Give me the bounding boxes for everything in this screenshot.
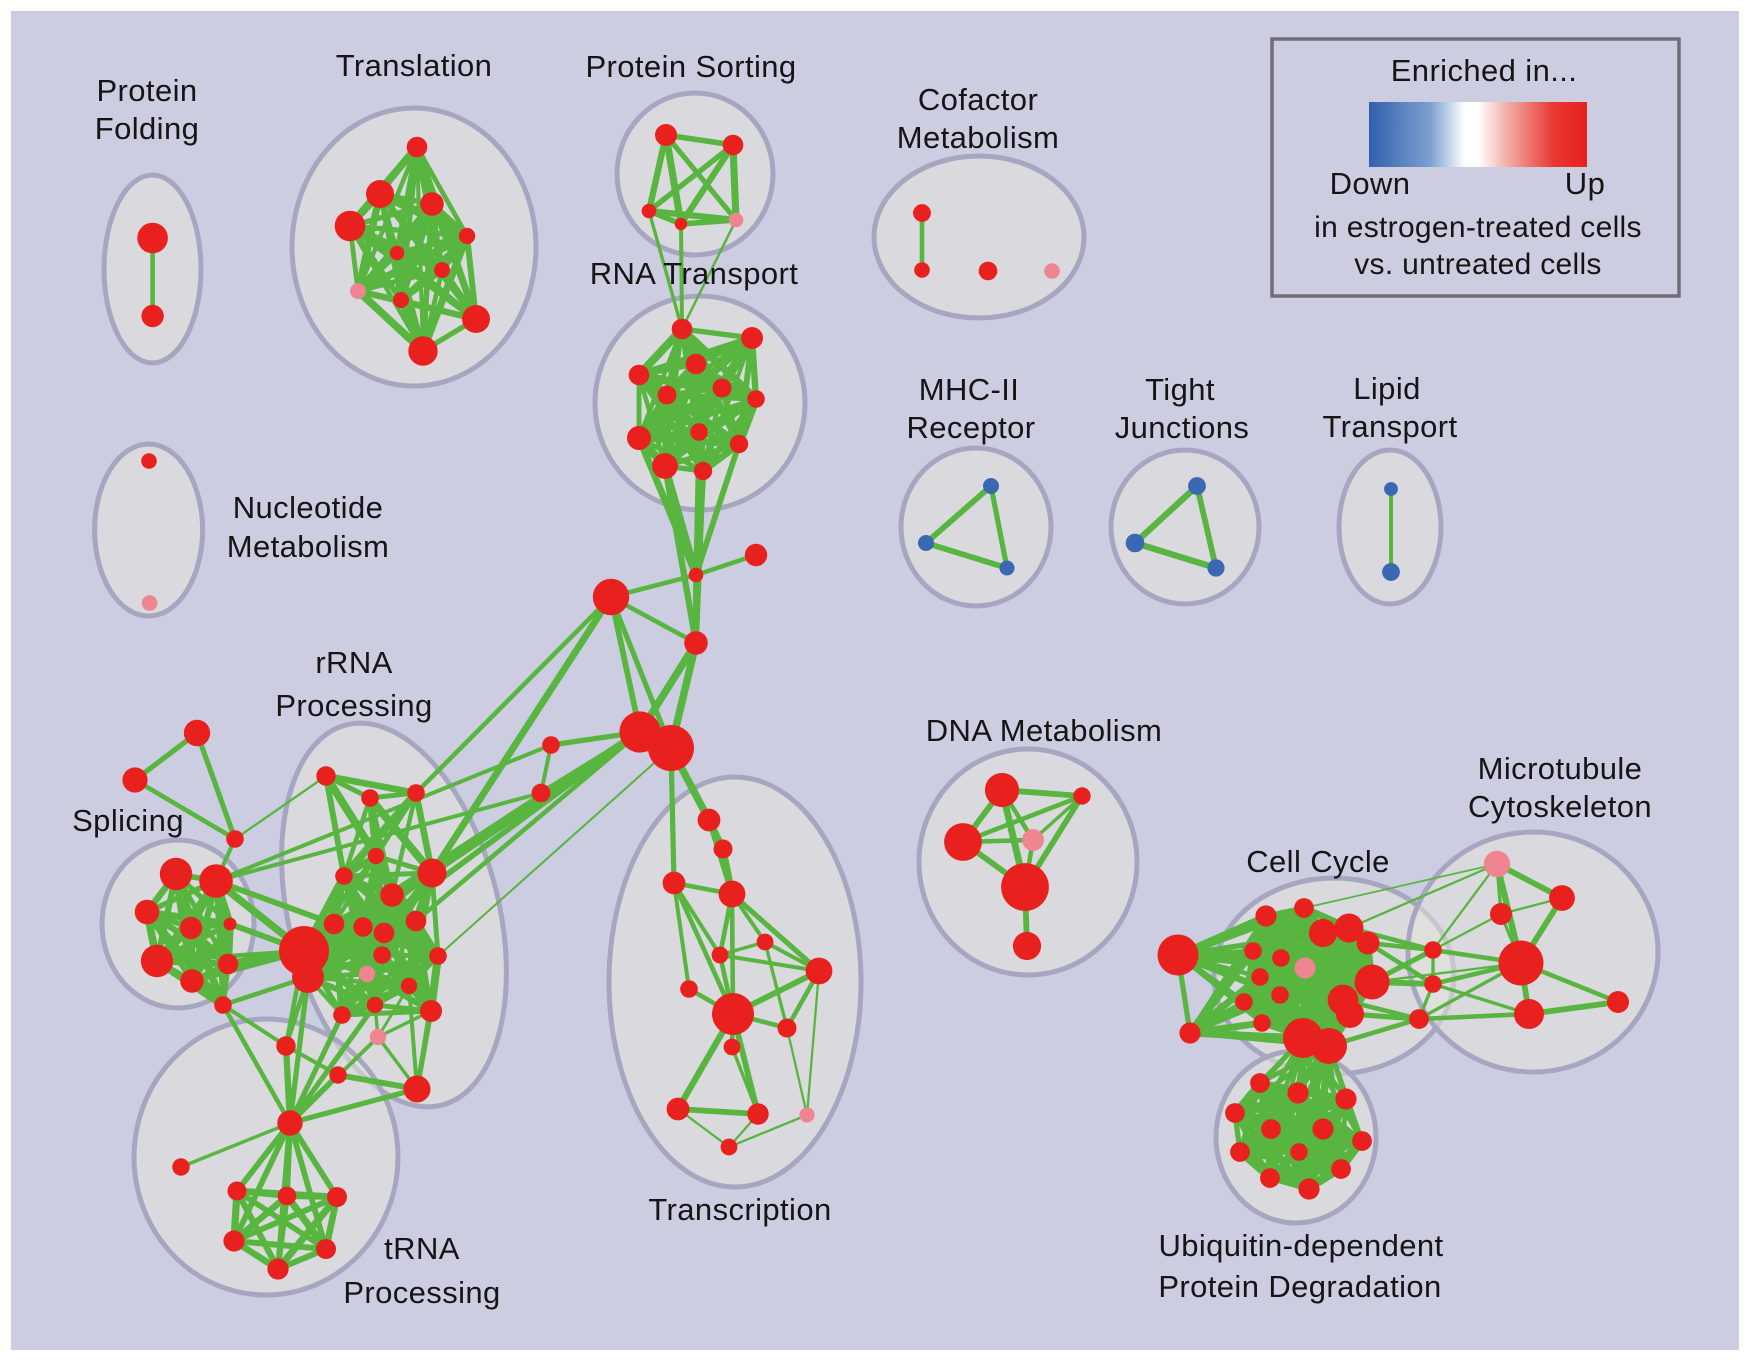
svg-text:rRNA: rRNA: [315, 645, 392, 680]
svg-text:Protein Sorting: Protein Sorting: [585, 49, 796, 84]
svg-text:Lipid: Lipid: [1353, 371, 1421, 406]
svg-text:DNA Metabolism: DNA Metabolism: [926, 713, 1162, 748]
svg-text:in estrogen-treated cells: in estrogen-treated cells: [1314, 211, 1642, 244]
svg-text:Tight: Tight: [1145, 372, 1215, 407]
svg-text:Cell Cycle: Cell Cycle: [1246, 844, 1390, 879]
svg-text:Transcription: Transcription: [648, 1192, 831, 1227]
svg-text:Nucleotide: Nucleotide: [233, 490, 383, 525]
svg-text:Processing: Processing: [275, 688, 432, 723]
svg-text:Cofactor: Cofactor: [918, 82, 1038, 117]
svg-text:Folding: Folding: [95, 111, 199, 146]
svg-text:tRNA: tRNA: [384, 1231, 460, 1266]
svg-text:Translation: Translation: [336, 48, 493, 83]
svg-text:Junctions: Junctions: [1115, 410, 1250, 445]
svg-text:vs. untreated cells: vs. untreated cells: [1354, 248, 1602, 281]
svg-text:Protein Degradation: Protein Degradation: [1158, 1269, 1441, 1304]
svg-text:Protein: Protein: [96, 73, 197, 108]
svg-text:Splicing: Splicing: [72, 803, 184, 838]
svg-text:Enriched in...: Enriched in...: [1391, 53, 1578, 88]
svg-text:Microtubule: Microtubule: [1478, 751, 1643, 786]
svg-text:RNA Transport: RNA Transport: [590, 256, 799, 291]
svg-text:Processing: Processing: [343, 1275, 500, 1310]
svg-text:Ubiquitin-dependent: Ubiquitin-dependent: [1158, 1228, 1443, 1263]
svg-text:Metabolism: Metabolism: [897, 120, 1060, 155]
svg-text:Transport: Transport: [1322, 409, 1457, 444]
svg-text:MHC-II: MHC-II: [919, 372, 1020, 407]
svg-text:Down: Down: [1330, 166, 1411, 201]
svg-text:Metabolism: Metabolism: [227, 529, 390, 564]
svg-text:Cytoskeleton: Cytoskeleton: [1468, 789, 1652, 824]
svg-text:Receptor: Receptor: [907, 410, 1036, 445]
svg-text:Up: Up: [1565, 166, 1605, 201]
